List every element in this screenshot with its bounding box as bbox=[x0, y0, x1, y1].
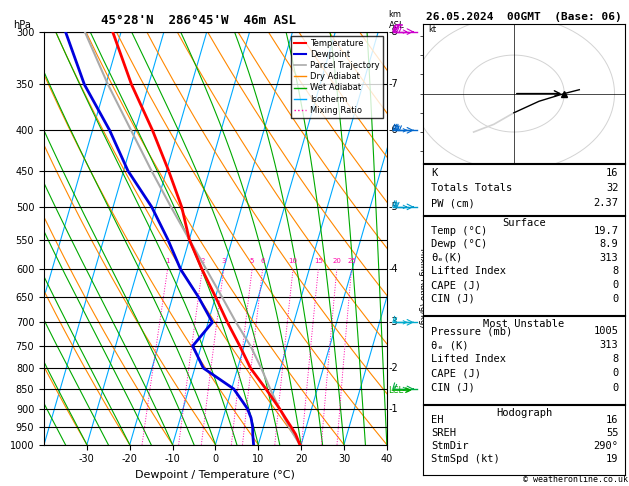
Text: km
ASL: km ASL bbox=[389, 10, 404, 30]
Text: 2.37: 2.37 bbox=[594, 198, 618, 208]
Text: CIN (J): CIN (J) bbox=[431, 294, 475, 304]
Text: 19.7: 19.7 bbox=[594, 226, 618, 236]
Text: CAPE (J): CAPE (J) bbox=[431, 280, 481, 290]
Text: PW (cm): PW (cm) bbox=[431, 198, 475, 208]
Text: 0: 0 bbox=[612, 368, 618, 379]
Text: Mixing Ratio (g/kg): Mixing Ratio (g/kg) bbox=[418, 248, 426, 328]
Text: Pressure (mb): Pressure (mb) bbox=[431, 326, 513, 336]
Text: -4: -4 bbox=[389, 264, 398, 275]
Text: LCL: LCL bbox=[389, 385, 404, 395]
Text: 8: 8 bbox=[612, 266, 618, 277]
Text: kt: kt bbox=[428, 25, 437, 34]
Text: Lifted Index: Lifted Index bbox=[431, 354, 506, 364]
Text: 25: 25 bbox=[347, 259, 356, 264]
Text: 32: 32 bbox=[606, 183, 618, 193]
Text: 2: 2 bbox=[200, 259, 204, 264]
Text: CIN (J): CIN (J) bbox=[431, 382, 475, 393]
Text: 45°28'N  286°45'W  46m ASL: 45°28'N 286°45'W 46m ASL bbox=[101, 14, 296, 27]
Text: Most Unstable: Most Unstable bbox=[483, 319, 565, 329]
Text: 1005: 1005 bbox=[594, 326, 618, 336]
Text: θₑ(K): θₑ(K) bbox=[431, 253, 462, 263]
Text: 1: 1 bbox=[165, 259, 170, 264]
Text: Dewp (°C): Dewp (°C) bbox=[431, 239, 487, 249]
Text: 26.05.2024  00GMT  (Base: 06): 26.05.2024 00GMT (Base: 06) bbox=[426, 12, 622, 22]
Text: θₑ (K): θₑ (K) bbox=[431, 340, 469, 350]
Text: -6: -6 bbox=[389, 125, 398, 135]
Text: 3: 3 bbox=[221, 259, 226, 264]
Text: 16: 16 bbox=[606, 168, 618, 178]
Legend: Temperature, Dewpoint, Parcel Trajectory, Dry Adiabat, Wet Adiabat, Isotherm, Mi: Temperature, Dewpoint, Parcel Trajectory… bbox=[291, 36, 382, 118]
Text: 0: 0 bbox=[612, 294, 618, 304]
Text: -1: -1 bbox=[389, 403, 398, 414]
Text: Lifted Index: Lifted Index bbox=[431, 266, 506, 277]
Text: -2: -2 bbox=[389, 363, 398, 373]
Text: -7: -7 bbox=[389, 80, 398, 89]
Text: Temp (°C): Temp (°C) bbox=[431, 226, 487, 236]
Text: 5: 5 bbox=[250, 259, 254, 264]
Text: EH: EH bbox=[431, 415, 444, 425]
Text: -3: -3 bbox=[389, 317, 398, 327]
Text: -5: -5 bbox=[389, 202, 398, 212]
X-axis label: Dewpoint / Temperature (°C): Dewpoint / Temperature (°C) bbox=[135, 470, 296, 480]
Text: 313: 313 bbox=[600, 253, 618, 263]
Text: StmDir: StmDir bbox=[431, 441, 469, 451]
Text: 10: 10 bbox=[289, 259, 298, 264]
Text: © weatheronline.co.uk: © weatheronline.co.uk bbox=[523, 475, 628, 484]
Text: 6: 6 bbox=[260, 259, 265, 264]
Text: StmSpd (kt): StmSpd (kt) bbox=[431, 454, 500, 465]
Text: SREH: SREH bbox=[431, 428, 457, 438]
Text: K: K bbox=[431, 168, 438, 178]
Text: -8: -8 bbox=[389, 27, 398, 36]
Text: CAPE (J): CAPE (J) bbox=[431, 368, 481, 379]
Text: 55: 55 bbox=[606, 428, 618, 438]
Text: 290°: 290° bbox=[594, 441, 618, 451]
Text: 15: 15 bbox=[314, 259, 323, 264]
Polygon shape bbox=[393, 25, 395, 32]
Text: 20: 20 bbox=[332, 259, 342, 264]
Text: Totals Totals: Totals Totals bbox=[431, 183, 513, 193]
Text: 313: 313 bbox=[600, 340, 618, 350]
Text: 19: 19 bbox=[606, 454, 618, 465]
Text: 8: 8 bbox=[612, 354, 618, 364]
Text: 0: 0 bbox=[612, 382, 618, 393]
Text: 0: 0 bbox=[612, 280, 618, 290]
Text: 16: 16 bbox=[606, 415, 618, 425]
Text: Surface: Surface bbox=[502, 218, 546, 228]
Text: Hodograph: Hodograph bbox=[496, 408, 552, 417]
Text: 8.9: 8.9 bbox=[600, 239, 618, 249]
Text: hPa: hPa bbox=[13, 19, 31, 30]
